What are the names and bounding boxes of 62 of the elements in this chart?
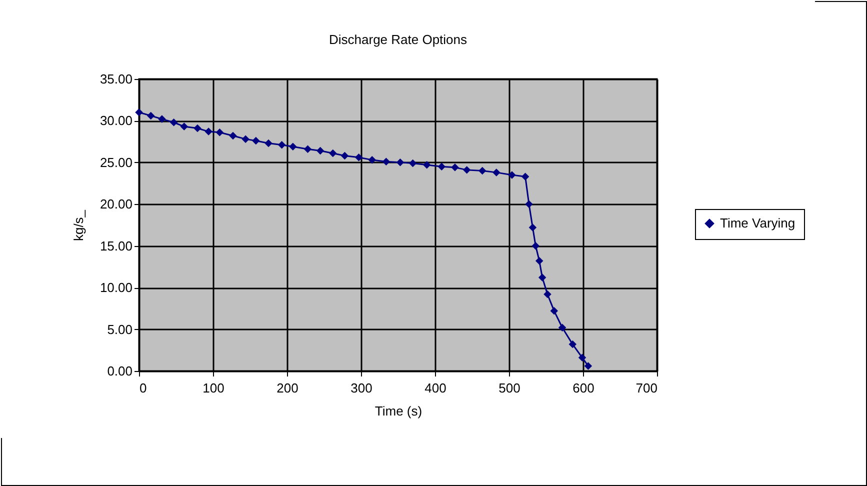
- point: [538, 274, 546, 282]
- point: [354, 154, 363, 162]
- y-tick-label: 5.00: [107, 322, 132, 337]
- y-tick-label: 10.00: [100, 280, 132, 296]
- point: [558, 324, 566, 332]
- point: [462, 166, 471, 174]
- y-tick-label: 15.00: [100, 238, 132, 254]
- point: [451, 164, 459, 172]
- x-tick-label: 0: [140, 380, 147, 396]
- point: [242, 135, 250, 143]
- x-tick-label: 500: [498, 380, 520, 396]
- y-tick-label: 30.00: [100, 113, 132, 128]
- y-axis-title: kg/s_: [70, 209, 86, 242]
- y-tick-label: 0.00: [107, 364, 132, 378]
- point: [438, 162, 446, 170]
- y-tick-label: 25.00: [100, 154, 132, 170]
- x-tick-label: 600: [572, 380, 594, 396]
- point: [492, 168, 500, 176]
- point: [408, 159, 417, 168]
- point: [252, 136, 260, 145]
- x-tick-label: 200: [276, 380, 298, 396]
- point: [278, 141, 286, 149]
- point: [146, 112, 155, 120]
- x-tick-label: 700: [636, 380, 658, 396]
- point: [304, 145, 312, 153]
- legend-label: Time Varying: [720, 216, 796, 230]
- point: [422, 161, 431, 169]
- chart-title: Discharge Rate Options: [328, 32, 468, 47]
- x-tick-label: 100: [202, 380, 224, 396]
- point: [508, 171, 516, 179]
- point: [544, 290, 552, 298]
- y-tick-label: 20.00: [100, 196, 132, 212]
- point: [264, 139, 272, 148]
- x-tick-label: 400: [424, 380, 446, 396]
- point: [229, 132, 237, 140]
- x-tick-label: 300: [350, 380, 372, 396]
- point: [578, 354, 586, 362]
- point: [368, 156, 376, 164]
- point: [568, 340, 577, 348]
- point: [382, 158, 390, 166]
- point: [194, 124, 202, 132]
- point: [180, 122, 188, 130]
- point: [170, 118, 178, 126]
- point: [289, 142, 297, 150]
- point: [521, 172, 530, 180]
- x-axis-title: Time (s): [374, 404, 422, 418]
- point: [329, 149, 337, 158]
- point: [532, 242, 540, 250]
- point: [478, 166, 486, 175]
- point: [584, 362, 592, 370]
- point: [525, 200, 533, 208]
- point: [216, 128, 224, 136]
- point: [396, 158, 404, 166]
- point: [550, 307, 558, 315]
- point: [204, 128, 212, 136]
- point: [528, 224, 537, 232]
- point: [158, 115, 166, 123]
- point: [316, 146, 324, 155]
- point: [535, 257, 544, 265]
- point: [340, 152, 349, 160]
- y-tick-label: 35.00: [100, 72, 132, 86]
- point: [135, 108, 143, 116]
